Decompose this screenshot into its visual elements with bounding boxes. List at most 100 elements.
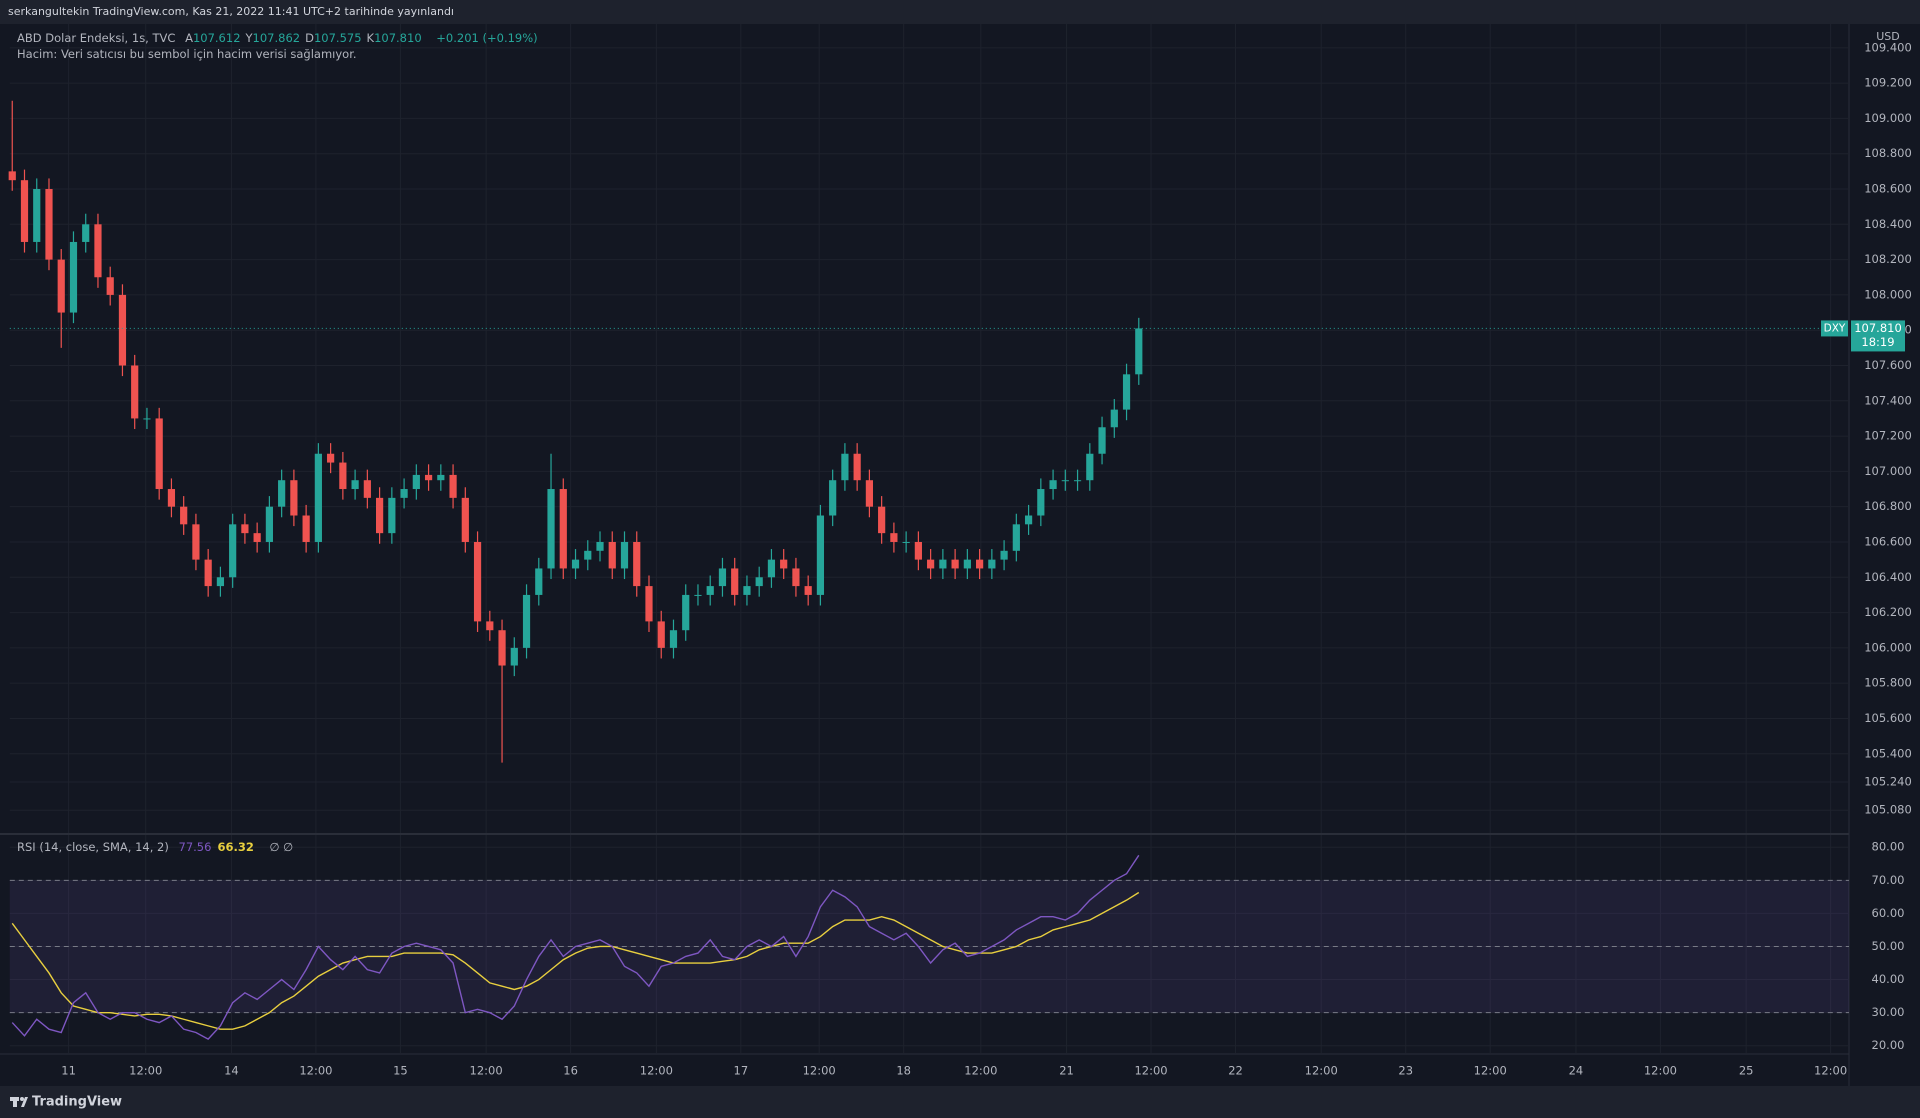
y-tick-label: 106.600 xyxy=(1864,534,1912,548)
candle-body xyxy=(351,480,359,490)
candle-body xyxy=(327,453,335,463)
candle-body xyxy=(718,568,727,587)
y-tick-label: 106.000 xyxy=(1864,640,1912,654)
candle-body xyxy=(143,418,151,420)
x-tick-label: 12:00 xyxy=(640,1064,673,1078)
y-tick-label: 60.00 xyxy=(1872,906,1905,920)
rsi-values: 77.56 66.32 xyxy=(179,840,260,854)
candle-body xyxy=(951,559,959,569)
candle-body xyxy=(731,568,739,595)
candle-body xyxy=(608,541,616,569)
ohlc-key: K xyxy=(366,31,375,45)
x-tick-label: 21 xyxy=(1059,1064,1074,1078)
symbol-name: ABD Dolar Endeksi, 1s, TVC xyxy=(17,31,176,45)
candle-body xyxy=(1110,409,1118,428)
candle-body xyxy=(461,497,469,542)
ohlc-key: Y xyxy=(245,31,253,45)
candle-body xyxy=(290,480,298,516)
candle-body xyxy=(755,577,763,587)
legend: ABD Dolar Endeksi, 1s, TVC A107.612 Y107.… xyxy=(17,31,544,45)
ohlc-legend: A107.612 Y107.862 D107.575 K107.810 xyxy=(185,31,427,45)
candle-body xyxy=(547,489,555,569)
x-tick-label: 15 xyxy=(393,1064,408,1078)
y-tick-label: 108.200 xyxy=(1864,252,1912,266)
y-tick-label: 105.080 xyxy=(1864,803,1912,817)
candle-body xyxy=(449,474,457,498)
ohlc-value: 107.810 xyxy=(374,31,422,45)
brand: TradingView xyxy=(32,1095,122,1110)
candle-body xyxy=(853,453,861,481)
y-tick-label: 109.400 xyxy=(1864,40,1912,54)
y-tick-label: 107.400 xyxy=(1864,393,1912,407)
candle-body xyxy=(927,559,935,569)
candle-body xyxy=(241,524,249,534)
candle-body xyxy=(1037,489,1045,516)
x-tick-label: 12:00 xyxy=(129,1064,162,1078)
candle-body xyxy=(669,630,678,648)
candle-body xyxy=(1061,480,1069,482)
candle-body xyxy=(229,524,237,578)
x-tick-label: 12:00 xyxy=(803,1064,836,1078)
y-tick-label: 80.00 xyxy=(1872,840,1905,854)
x-tick-label: 22 xyxy=(1228,1064,1243,1078)
candle-body xyxy=(69,241,78,313)
candle-body xyxy=(1073,480,1082,482)
x-tick-label: 12:00 xyxy=(1474,1064,1507,1078)
candle-body xyxy=(118,294,127,366)
brand-logo xyxy=(10,1097,28,1107)
x-tick-label: 12:00 xyxy=(964,1064,997,1078)
candle-body xyxy=(486,621,494,631)
y-tick-label: 105.400 xyxy=(1864,746,1912,760)
candle-body xyxy=(131,365,139,419)
candle-body xyxy=(584,550,592,560)
y-tick-label: 106.400 xyxy=(1864,570,1912,584)
y-tick-label: 107.200 xyxy=(1864,429,1912,443)
x-tick-label: 12:00 xyxy=(1644,1064,1677,1078)
candle-body xyxy=(510,647,518,666)
candle-body xyxy=(535,568,543,595)
candle-body xyxy=(1049,480,1057,490)
y-tick-label: 106.800 xyxy=(1864,499,1912,513)
candle-body xyxy=(571,559,580,569)
candle-body xyxy=(1012,524,1020,551)
candle-body xyxy=(412,474,420,490)
candle-body xyxy=(596,541,604,551)
rsi-value: 77.56 xyxy=(178,840,212,854)
rsi-value: 66.32 xyxy=(217,840,254,854)
candle-body xyxy=(633,541,641,587)
x-tick-label: 24 xyxy=(1569,1064,1584,1078)
candle-body xyxy=(424,474,433,481)
candle-body xyxy=(657,621,665,648)
candle-body xyxy=(216,577,225,587)
candle-body xyxy=(1086,453,1094,481)
candle-body xyxy=(20,180,29,242)
y-tick-label: 107.600 xyxy=(1864,358,1912,372)
candle-body xyxy=(57,259,65,313)
candle-body xyxy=(437,474,445,481)
y-tick-label: 105.240 xyxy=(1864,774,1912,788)
candle-body xyxy=(45,189,53,260)
y-tick-label: 105.800 xyxy=(1864,676,1912,690)
candle-body xyxy=(167,489,176,507)
rsi-title: RSI (14, close, SMA, 14, 2) xyxy=(17,840,169,854)
candle-body xyxy=(645,586,653,622)
candle-body xyxy=(976,559,984,569)
candle-body xyxy=(33,189,41,242)
y-tick-label: 108.800 xyxy=(1864,146,1912,160)
candle-body xyxy=(363,480,371,498)
candle-body xyxy=(939,559,947,569)
candle-body xyxy=(400,489,408,498)
candle-body xyxy=(841,453,849,481)
candle-body xyxy=(314,453,322,542)
price-tag-countdown: 18:19 xyxy=(1861,335,1894,349)
x-tick-label: 12:00 xyxy=(299,1064,332,1078)
candle-body xyxy=(988,559,996,569)
x-tick-label: 14 xyxy=(224,1064,239,1078)
x-tick-label: 23 xyxy=(1398,1064,1413,1078)
y-tick-label: 50.00 xyxy=(1872,939,1905,953)
candle-body xyxy=(204,559,212,587)
candle-body xyxy=(473,541,482,622)
candle-body xyxy=(1000,550,1008,560)
rsi-legend: RSI (14, close, SMA, 14, 2) 77.56 66.32 ∅… xyxy=(17,840,299,854)
